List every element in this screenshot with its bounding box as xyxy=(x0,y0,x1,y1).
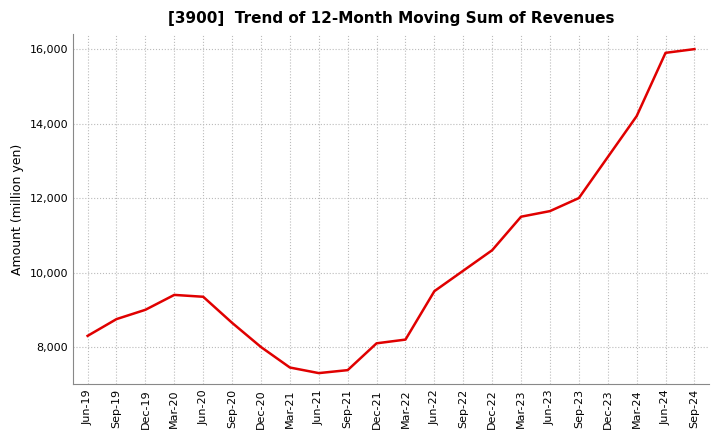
Y-axis label: Amount (million yen): Amount (million yen) xyxy=(11,143,24,275)
Title: [3900]  Trend of 12-Month Moving Sum of Revenues: [3900] Trend of 12-Month Moving Sum of R… xyxy=(168,11,614,26)
